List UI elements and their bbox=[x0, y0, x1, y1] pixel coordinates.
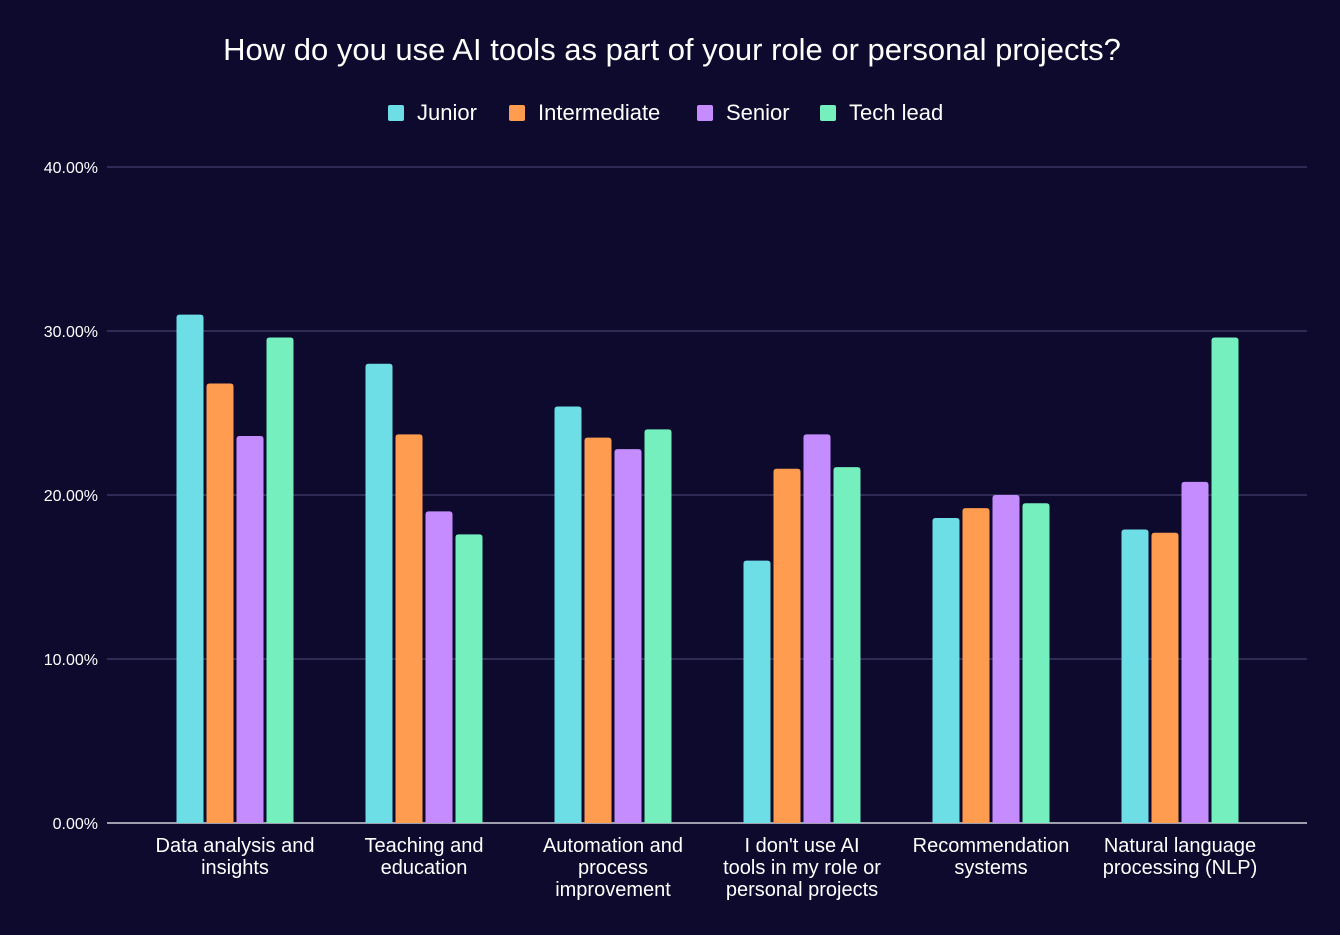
bar-tech-lead bbox=[266, 337, 294, 823]
y-tick-label: 30.00% bbox=[44, 324, 98, 341]
bar-intermediate bbox=[395, 434, 423, 823]
x-tick-label: processing (NLP) bbox=[1103, 857, 1258, 879]
legend-swatch bbox=[388, 105, 404, 121]
x-tick-label: Automation and bbox=[543, 835, 683, 857]
bar-senior bbox=[236, 435, 264, 823]
bar-junior bbox=[176, 314, 204, 823]
x-tick-label: improvement bbox=[555, 879, 671, 901]
legend-label: Intermediate bbox=[538, 100, 660, 125]
bar-tech-lead bbox=[644, 429, 672, 823]
x-tick-label: Recommendation bbox=[913, 835, 1070, 857]
bar-senior bbox=[1181, 481, 1209, 823]
bar-senior bbox=[614, 449, 642, 823]
bar-intermediate bbox=[206, 383, 234, 823]
bar-senior bbox=[803, 434, 831, 823]
y-tick-label: 0.00% bbox=[53, 816, 98, 833]
legend-swatch bbox=[697, 105, 713, 121]
bars bbox=[176, 314, 1239, 823]
bar-intermediate bbox=[584, 437, 612, 823]
bar-junior bbox=[365, 363, 393, 823]
bar-intermediate bbox=[1151, 532, 1179, 823]
x-tick-label: tools in my role or bbox=[723, 857, 881, 879]
x-tick-label: process bbox=[578, 857, 648, 879]
bar-tech-lead bbox=[1022, 503, 1050, 823]
y-tick-label: 10.00% bbox=[44, 652, 98, 669]
bar-tech-lead bbox=[1211, 337, 1239, 823]
x-tick-label: Data analysis and bbox=[156, 835, 315, 857]
x-tick-label: insights bbox=[201, 857, 269, 879]
legend: Junior Intermediate Senior Tech lead bbox=[388, 100, 943, 125]
bar-junior bbox=[1121, 529, 1149, 823]
x-tick-label: I don't use AI bbox=[744, 835, 859, 857]
x-tick-label: Natural language bbox=[1104, 835, 1256, 857]
bar-junior bbox=[932, 517, 960, 823]
gridlines: 0.00% 10.00% 20.00% 30.00% 40.00% bbox=[44, 160, 1307, 833]
legend-label: Senior bbox=[726, 100, 790, 125]
legend-label: Tech lead bbox=[849, 100, 943, 125]
x-tick-label: systems bbox=[954, 857, 1027, 879]
bar-senior bbox=[992, 495, 1020, 823]
y-tick-label: 20.00% bbox=[44, 488, 98, 505]
legend-label: Junior bbox=[417, 100, 477, 125]
bar-intermediate bbox=[773, 468, 801, 823]
bar-tech-lead bbox=[455, 534, 483, 823]
x-tick-label: Teaching and bbox=[365, 835, 484, 857]
x-tick-label: personal projects bbox=[726, 879, 878, 901]
x-tick-label: education bbox=[381, 857, 468, 879]
bar-junior bbox=[743, 560, 771, 823]
bar-junior bbox=[554, 406, 582, 823]
y-tick-label: 40.00% bbox=[44, 160, 98, 177]
bar-intermediate bbox=[962, 508, 990, 823]
legend-swatch bbox=[509, 105, 525, 121]
legend-swatch bbox=[820, 105, 836, 121]
chart-title: How do you use AI tools as part of your … bbox=[223, 32, 1121, 67]
bar-tech-lead bbox=[833, 467, 861, 823]
bar-senior bbox=[425, 511, 453, 823]
